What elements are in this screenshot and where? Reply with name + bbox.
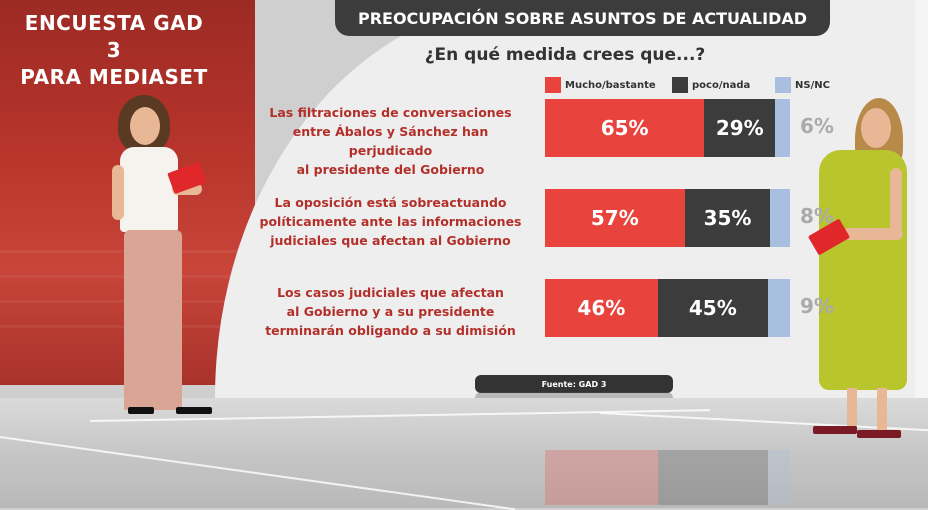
question-line: políticamente ante las informaciones (259, 214, 522, 229)
nsnc-value-label: 6% (800, 114, 834, 138)
chart-subtitle: ¿En qué medida crees que...? (424, 45, 706, 65)
bar-value-label: 65% (600, 116, 649, 140)
bar-value-label: 45% (688, 296, 737, 320)
bar-value-label: 35% (703, 206, 752, 230)
presenter-right (805, 98, 920, 448)
question-line: entre Ábalos y Sánchez han perjudicado (292, 124, 489, 158)
reflected-bar-segment (545, 450, 658, 505)
question-line: terminarán obligando a su dimisión (265, 323, 516, 338)
bar-segment-nsnc (775, 99, 790, 157)
reflected-bar-segment (657, 450, 768, 505)
question-label-3: Los casos judiciales que afectan al Gobie… (258, 283, 523, 340)
bar-segment-mucho: 46% (545, 279, 658, 337)
bar-value-label: 46% (577, 296, 626, 320)
chart-title: PREOCUPACIÓN SOBRE ASUNTOS DE ACTUALIDAD (335, 0, 830, 36)
presenter-left (110, 95, 220, 425)
legend-item-3: NS/NC (775, 77, 830, 93)
nsnc-value-label: 9% (800, 294, 834, 318)
question-line: judiciales que afectan al Gobierno (270, 233, 511, 248)
legend-item-2: poco/nada (672, 77, 750, 93)
source-label: Fuente: GAD 3 (475, 375, 673, 393)
question-line: al Gobierno y a su presidente (286, 304, 495, 319)
nsnc-value-label: 8% (800, 204, 834, 228)
bar-segment-poco: 29% (704, 99, 776, 157)
question-label-1: Las filtraciones de conversaciones entre … (258, 103, 523, 179)
question-line: La oposición está sobreactuando (274, 195, 507, 210)
legend-label: NS/NC (795, 79, 830, 91)
bar-segment-mucho: 65% (545, 99, 705, 157)
headline-line-2: PARA MEDIASET (20, 65, 208, 89)
bar-value-label: 29% (715, 116, 764, 140)
question-label-2: La oposición está sobreactuando políticam… (258, 193, 523, 250)
legend-item-1: Mucho/bastante (545, 77, 656, 93)
bar-segment-nsnc (770, 189, 790, 247)
studio-floor (0, 398, 928, 510)
screen-edge (915, 0, 928, 398)
bar-segment-poco: 45% (657, 279, 768, 337)
bar-segment-poco: 35% (684, 189, 771, 247)
legend-label: poco/nada (692, 79, 751, 91)
legend-swatch (775, 77, 791, 93)
legend-swatch (545, 77, 561, 93)
legend-swatch (672, 77, 688, 93)
survey-headline: ENCUESTA GAD 3 PARA MEDIASET (14, 10, 214, 91)
question-line: Los casos judiciales que afectan (277, 285, 504, 300)
bar-value-label: 57% (590, 206, 639, 230)
bar-segment-nsnc (767, 279, 790, 337)
question-line: al presidente del Gobierno (296, 162, 485, 177)
bar-segment-mucho: 57% (545, 189, 685, 247)
headline-line-1: ENCUESTA GAD 3 (24, 11, 204, 62)
reflected-bar-segment (767, 450, 790, 505)
question-line: Las filtraciones de conversaciones (269, 105, 512, 120)
legend-label: Mucho/bastante (565, 79, 656, 91)
